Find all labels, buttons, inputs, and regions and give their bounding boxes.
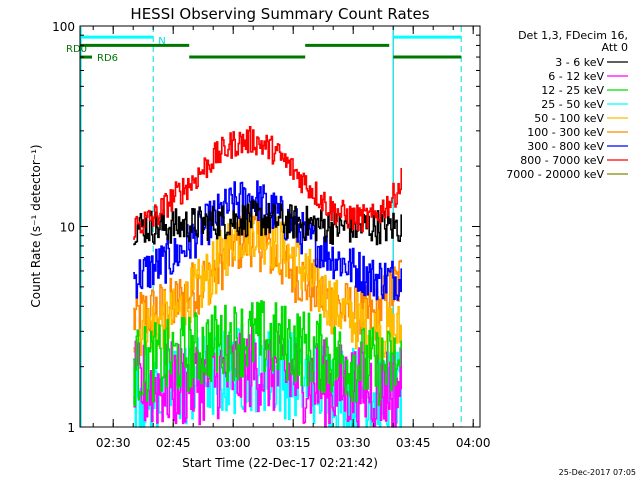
y-tick-label-1: 1 <box>67 421 75 435</box>
x-tick-label-0345: 03:45 <box>396 436 431 450</box>
night-label: N <box>158 36 165 47</box>
series-line-4 <box>133 202 402 362</box>
legend-header-1: Det 1,3, FDecim 16, <box>518 29 628 42</box>
x-tick-label-0400: 04:00 <box>456 436 491 450</box>
legend-label-7: 800 - 7000 keV <box>520 154 604 167</box>
x-axis-label: Start Time (22-Dec-17 02:21:42) <box>182 456 378 470</box>
y-axis-label: Count Rate (s⁻¹ detector⁻¹) <box>29 144 43 307</box>
rd0-label: RD0 <box>66 44 87 55</box>
series-line-7 <box>133 126 402 240</box>
legend-header-2: Att 0 <box>602 41 628 54</box>
x-tick-label-0330: 03:30 <box>336 436 371 450</box>
legend-label-6: 300 - 800 keV <box>527 140 604 153</box>
legend-label-3: 25 - 50 keV <box>541 98 604 111</box>
series-line-0 <box>133 199 402 246</box>
legend-label-4: 50 - 100 keV <box>534 112 604 125</box>
x-tick-label-0230: 02:30 <box>96 436 131 450</box>
rd6-label: RD6 <box>97 53 118 64</box>
x-tick-label-0315: 03:15 <box>276 436 311 450</box>
series-line-6 <box>133 180 402 301</box>
y-tick-label-100: 100 <box>52 20 75 34</box>
data-layer: N RD0 RD6 <box>66 26 462 428</box>
x-tick-label-0245: 02:45 <box>156 436 191 450</box>
series-line-2 <box>133 300 402 407</box>
y-tick-label-10: 10 <box>60 221 75 235</box>
legend-label-0: 3 - 6 keV <box>555 56 604 69</box>
x-tick-label-0300: 03:00 <box>216 436 251 450</box>
legend-label-1: 6 - 12 keV <box>548 70 604 83</box>
chart-title: HESSI Observing Summary Count Rates <box>130 5 429 23</box>
axes-layer: 02:30 02:45 03:00 03:15 03:30 03:45 04:00 1 10 10… <box>52 20 490 450</box>
footer-timestamp: 25-Dec-2017 07:05 <box>559 468 636 477</box>
legend-label-2: 12 - 25 keV <box>541 84 604 97</box>
legend-label-5: 100 - 300 keV <box>527 126 604 139</box>
legend-label-8: 7000 - 20000 keV <box>506 168 604 181</box>
